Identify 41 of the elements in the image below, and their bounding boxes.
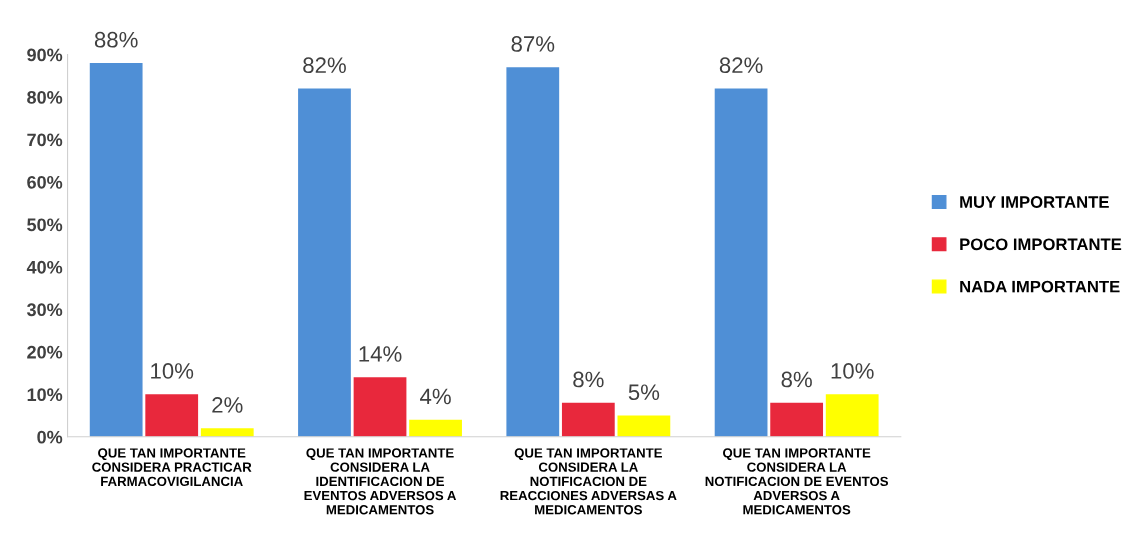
bar [770, 402, 824, 437]
bar [825, 394, 879, 437]
bar [298, 88, 351, 437]
bar [506, 67, 560, 437]
x-tick-label: QUE TAN IMPORTANTE CONSIDERA PRACTICAR FARMACOVIGILANCIA [92, 448, 252, 487]
bar [89, 63, 143, 437]
data-label: 10% [831, 363, 874, 379]
bar [409, 419, 462, 437]
y-tick-label: 10% [27, 388, 63, 402]
y-tick-label: 70% [27, 133, 63, 147]
data-label: 8% [781, 371, 812, 388]
legend-label: POCO IMPORTANTE [960, 238, 1122, 251]
data-label: 4% [420, 388, 451, 405]
y-tick-label: 50% [27, 218, 63, 232]
x-tick-label: QUE TAN IMPORTANTE CONSIDERA LA IDENTIFICACION DE EVENTOS ADVERSOS A MEDICAMENTOS [304, 448, 457, 515]
data-label: 88% [94, 31, 138, 48]
data-label: 82% [719, 57, 763, 74]
y-tick-label: 0% [37, 430, 63, 444]
y-tick-label: 60% [27, 175, 63, 189]
data-label: 10% [151, 363, 194, 379]
y-tick-label: 80% [27, 91, 63, 104]
x-tick-label: QUE TAN IMPORTANTE CONSIDERA LA NOTIFICACION DE REACCIONES ADVERSAS A MEDICAMENTOS [500, 448, 677, 515]
x-tick-label: QUE TAN IMPORTANTE CONSIDERA LA NOTIFICACION DE EVENTOS ADVERSOS A MEDICAMENTOS [705, 448, 889, 515]
data-label: 5% [628, 384, 660, 401]
data-label: 87% [511, 36, 555, 52]
bar [714, 88, 768, 437]
legend-label: NADA IMPORTANTE [960, 280, 1120, 293]
legend-label: MUY IMPORTANTE [960, 196, 1109, 208]
data-label: 2% [212, 397, 243, 413]
bar [145, 394, 199, 437]
bar [561, 402, 615, 437]
bar [353, 377, 407, 437]
y-tick-label: 40% [26, 260, 63, 274]
data-label: 8% [573, 371, 604, 388]
bar [200, 428, 254, 437]
data-label: 14% [359, 346, 402, 362]
data-label: 82% [303, 57, 346, 74]
y-tick-label: 20% [27, 345, 63, 359]
y-tick-label: 90% [27, 48, 63, 62]
y-tick-label: 30% [26, 303, 63, 317]
bar [617, 415, 671, 437]
